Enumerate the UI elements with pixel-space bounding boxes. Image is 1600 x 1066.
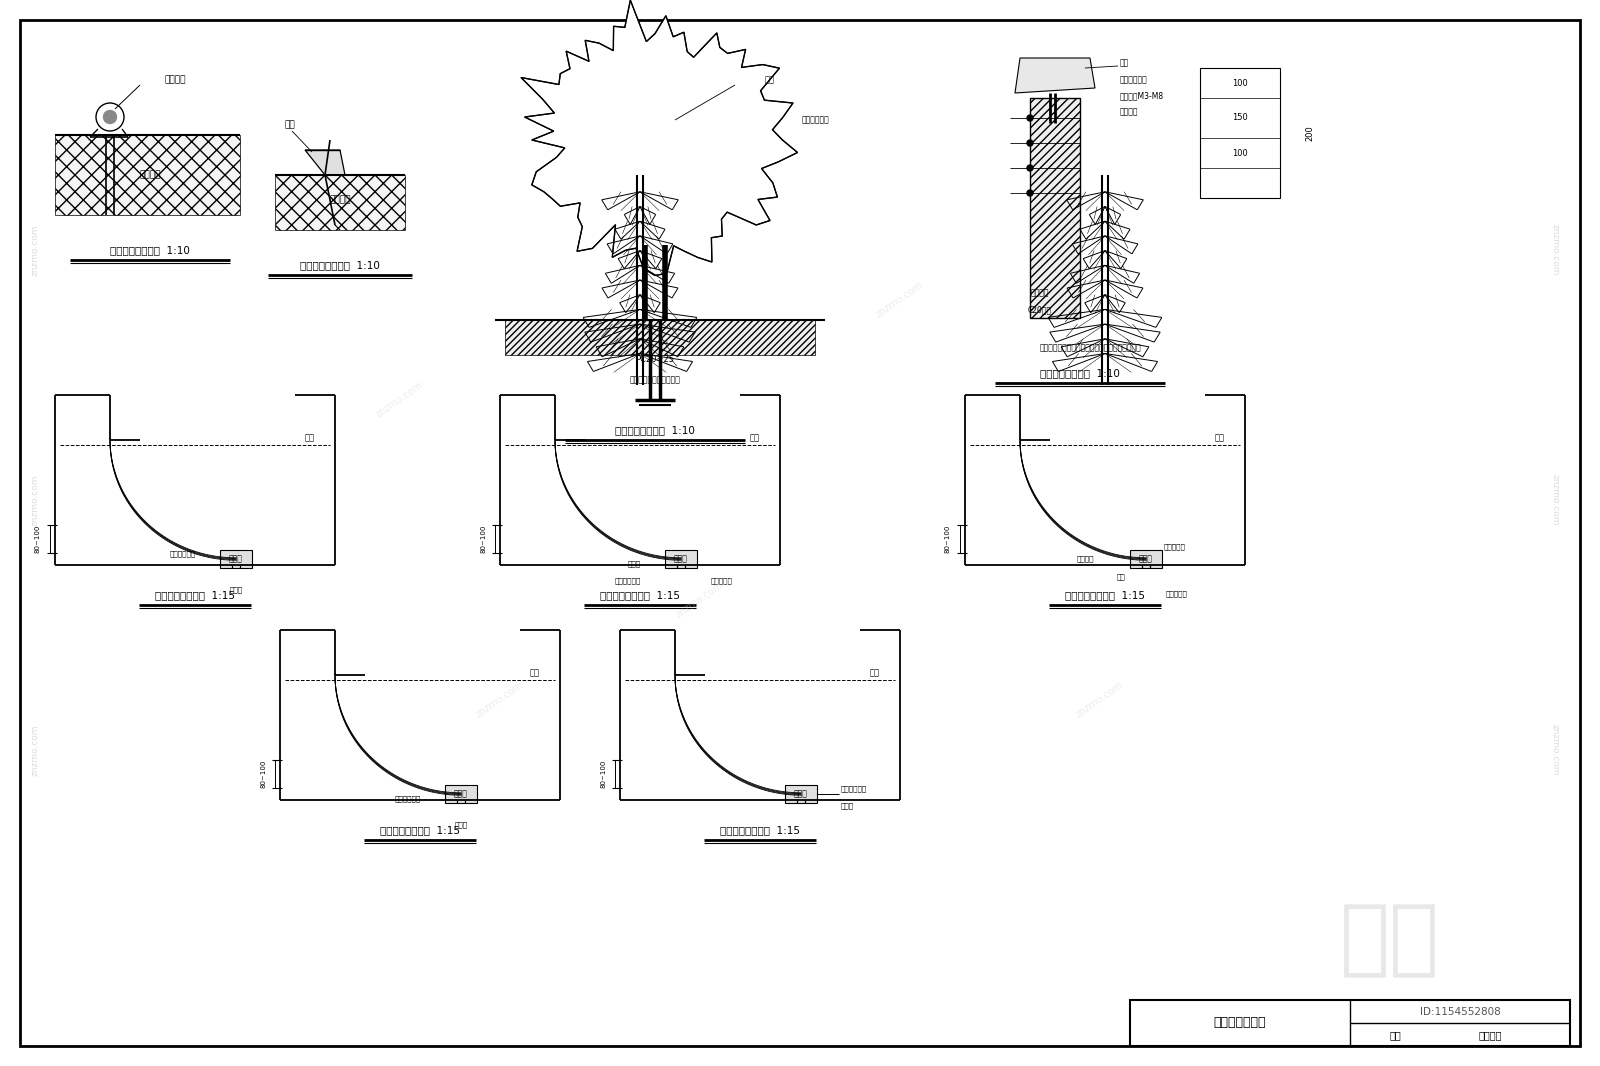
Text: znzmo.com: znzmo.com	[374, 381, 426, 420]
Text: znzmo.com: znzmo.com	[475, 680, 525, 720]
Text: znzmo.com: znzmo.com	[30, 724, 40, 776]
Text: 水下灯: 水下灯	[454, 790, 467, 798]
Text: znzmo.com: znzmo.com	[30, 474, 40, 526]
Text: 比例: 比例	[1389, 1030, 1402, 1040]
Text: znzmo.com: znzmo.com	[675, 580, 725, 620]
Text: 水面: 水面	[750, 434, 760, 442]
Bar	[445, 785, 477, 803]
Text: 80~100: 80~100	[35, 524, 42, 553]
Text: 水下灯安装位置一  1:15: 水下灯安装位置一 1:15	[155, 589, 235, 600]
Text: 射灯: 射灯	[285, 120, 296, 129]
Text: 景观施工图图集: 景观施工图图集	[1214, 1017, 1266, 1030]
Polygon shape	[522, 0, 797, 275]
Text: 草坪射灯安装位置  1:10: 草坪射灯安装位置 1:10	[110, 245, 190, 255]
Circle shape	[1027, 190, 1034, 196]
Text: 穿线管: 穿线管	[842, 803, 854, 809]
Circle shape	[1027, 140, 1034, 146]
Text: 水面: 水面	[306, 434, 315, 442]
Text: 穿线管: 穿线管	[627, 561, 642, 567]
Text: 草坪射灯: 草坪射灯	[165, 76, 186, 84]
Text: 水下灯: 水下灯	[1139, 554, 1154, 564]
Text: 不锈钢卡手: 不锈钢卡手	[1165, 544, 1186, 550]
Polygon shape	[1014, 58, 1094, 93]
Text: 金属配管固定: 金属配管固定	[614, 578, 642, 584]
Text: 水面: 水面	[530, 668, 541, 678]
Text: 80~100: 80~100	[946, 524, 950, 553]
Text: 树枝: 树枝	[765, 76, 774, 84]
Text: 水下射灯: 水下射灯	[1077, 555, 1094, 562]
Bar	[1030, 98, 1080, 318]
Text: 穿线管: 穿线管	[454, 821, 467, 828]
Text: 100: 100	[1232, 148, 1248, 158]
Text: PC20~25: PC20~25	[635, 355, 675, 365]
Text: znzmo.com: znzmo.com	[875, 280, 925, 320]
Text: 灯管管道捆绑: 灯管管道捆绑	[802, 115, 829, 125]
Circle shape	[1027, 115, 1034, 122]
Text: 草坪射灯安装位置  1:10: 草坪射灯安装位置 1:10	[614, 425, 694, 435]
Text: 水下灯: 水下灯	[229, 554, 243, 564]
Text: 水下灯: 水下灯	[794, 790, 808, 798]
Text: 知末: 知末	[1341, 900, 1440, 981]
Circle shape	[1027, 165, 1034, 171]
Bar	[54, 135, 240, 215]
Text: znzmo.com: znzmo.com	[1550, 224, 1560, 276]
Bar	[506, 320, 814, 355]
Text: 200: 200	[1306, 125, 1315, 141]
Text: 水下灯: 水下灯	[674, 554, 688, 564]
Text: 水下灯安装位置二  1:15: 水下灯安装位置二 1:15	[600, 589, 680, 600]
Bar	[275, 175, 405, 230]
Bar	[221, 550, 253, 568]
Text: 种植土壤: 种植土壤	[139, 171, 160, 179]
Text: ID:1154552808: ID:1154552808	[1419, 1007, 1501, 1017]
Text: 水下灯安装位置四  1:15: 水下灯安装位置四 1:15	[381, 825, 461, 835]
Text: 80~100: 80~100	[480, 524, 486, 553]
Text: 150: 150	[1232, 113, 1248, 123]
Text: 种植土壤: 种植土壤	[330, 195, 350, 205]
Text: 水下灯安装位置五  1:15: 水下灯安装位置五 1:15	[720, 825, 800, 835]
Text: 部分外钢丝绳灯具布线管: 部分外钢丝绳灯具布线管	[629, 375, 680, 385]
Text: 防锈螺丝固定: 防锈螺丝固定	[842, 786, 867, 792]
Bar	[786, 785, 818, 803]
Text: 喷泉给水管: 喷泉给水管	[710, 578, 733, 584]
Text: 金属配管固定: 金属配管固定	[170, 551, 195, 558]
Text: 基础台座: 基础台座	[1030, 289, 1050, 297]
Text: 龙线: 龙线	[1117, 574, 1125, 580]
Text: znzmo.com: znzmo.com	[1550, 474, 1560, 526]
Text: C20素砼: C20素砼	[1027, 306, 1053, 314]
Bar	[1200, 68, 1280, 198]
Text: znzmo.com: znzmo.com	[1075, 680, 1125, 720]
Text: 此安装方式适用于柱下灯安装，上柱安装方式另外: 此安装方式适用于柱下灯安装，上柱安装方式另外	[1038, 343, 1141, 353]
Text: 喷泉给水管: 喷泉给水管	[1166, 591, 1187, 597]
Text: 水面: 水面	[870, 668, 880, 678]
Text: 墙壁螺栓M3-M8: 墙壁螺栓M3-M8	[1120, 92, 1165, 100]
Text: 水面: 水面	[1214, 434, 1226, 442]
Text: 灯具: 灯具	[1120, 59, 1130, 67]
Text: znzmo.com: znzmo.com	[1550, 724, 1560, 776]
Text: 100: 100	[1232, 79, 1248, 87]
Text: 草坪射灯安装位置  1:10: 草坪射灯安装位置 1:10	[301, 260, 379, 270]
Text: 穿线管: 穿线管	[229, 586, 243, 593]
Circle shape	[102, 110, 117, 124]
Text: 80~100: 80~100	[259, 760, 266, 788]
Bar	[1030, 98, 1080, 318]
Text: 80~100: 80~100	[600, 760, 606, 788]
Text: 水下灯安装位置三  1:15: 水下灯安装位置三 1:15	[1066, 589, 1146, 600]
Text: znzmo.com: znzmo.com	[30, 224, 40, 276]
Bar	[1130, 550, 1162, 568]
Bar	[666, 550, 698, 568]
Bar	[1130, 1000, 1570, 1046]
Text: 图中分示: 图中分示	[1478, 1030, 1502, 1040]
Polygon shape	[306, 150, 346, 175]
Text: 防锈螺丝固定: 防锈螺丝固定	[395, 795, 421, 803]
Text: 垫圈螺母: 垫圈螺母	[1120, 108, 1139, 116]
Text: 灯具安装螺栓: 灯具安装螺栓	[1120, 76, 1147, 84]
Text: 泛光灯安装基础图  1:10: 泛光灯安装基础图 1:10	[1040, 368, 1120, 378]
